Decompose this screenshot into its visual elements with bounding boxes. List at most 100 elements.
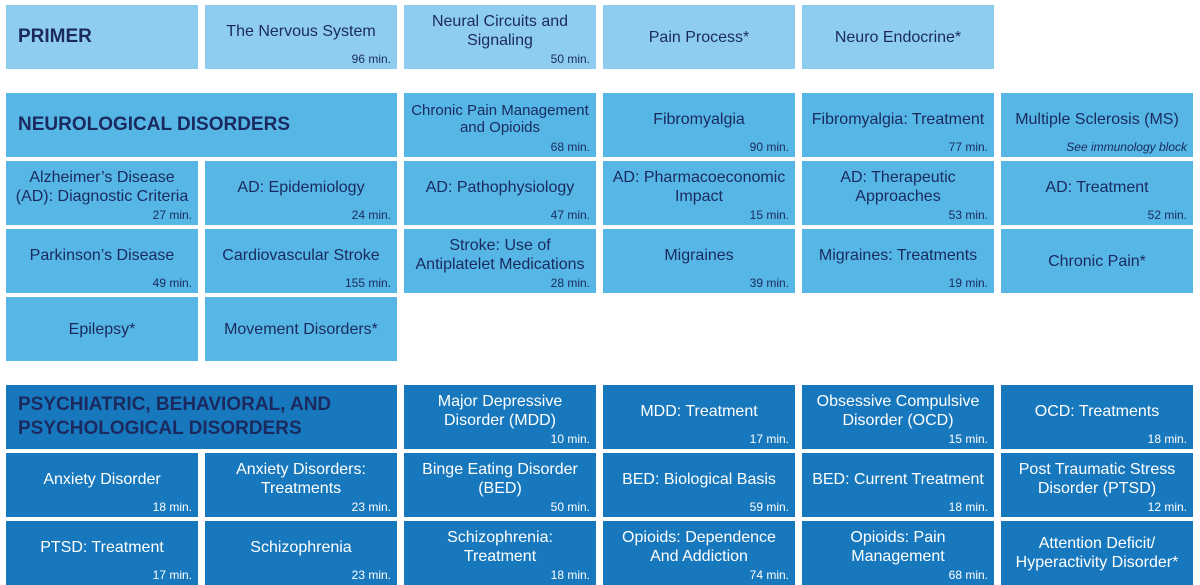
- course-title: Post Traumatic Stress Disorder (PTSD): [1018, 461, 1176, 497]
- course-tile[interactable]: Chronic Pain Management and Opioids 68 m…: [404, 93, 596, 157]
- course-tile[interactable]: Neural Circuits and Signaling 50 min.: [404, 5, 596, 69]
- course-tile[interactable]: Pain Process*: [603, 5, 795, 69]
- course-title: Schizophrenia: [250, 538, 352, 556]
- course-duration: 17 min.: [749, 432, 789, 446]
- course-tile[interactable]: AD: Epidemiology 24 min.: [205, 161, 397, 225]
- course-tile[interactable]: Chronic Pain*: [1001, 229, 1193, 293]
- course-tile[interactable]: Schizophrenia: Treatment 18 min.: [404, 521, 596, 585]
- course-tile[interactable]: Multiple Sclerosis (MS) See immunology b…: [1001, 93, 1193, 157]
- course-tile[interactable]: Obsessive Compulsive Disorder (OCD) 15 m…: [802, 385, 994, 449]
- course-title: Chronic Pain Management and Opioids: [411, 102, 589, 136]
- course-tile[interactable]: Schizophrenia 23 min.: [205, 521, 397, 585]
- course-tile[interactable]: Neuro Endocrine*: [802, 5, 994, 69]
- course-tile[interactable]: Post Traumatic Stress Disorder (PTSD) 12…: [1001, 453, 1193, 517]
- course-title: Cardiovascular Stroke: [222, 246, 380, 264]
- course-duration: 39 min.: [749, 276, 789, 290]
- course-duration: 68 min.: [550, 140, 590, 154]
- course-tile[interactable]: Anxiety Disorder 18 min.: [6, 453, 198, 517]
- course-tile[interactable]: Epilepsy*: [6, 297, 198, 361]
- section-header-psychiatric: PSYCHIATRIC, BEHAVIORAL, AND PSYCHOLOGIC…: [6, 385, 397, 449]
- course-tile[interactable]: Cardiovascular Stroke 155 min.: [205, 229, 397, 293]
- course-tile[interactable]: Stroke: Use of Antiplatelet Medications …: [404, 229, 596, 293]
- course-duration: 68 min.: [948, 568, 988, 582]
- course-tile[interactable]: OCD: Treatments 18 min.: [1001, 385, 1193, 449]
- course-duration: 53 min.: [948, 208, 988, 222]
- course-title: Anxiety Disorders: Treatments: [236, 461, 366, 497]
- course-tile[interactable]: MDD: Treatment 17 min.: [603, 385, 795, 449]
- course-duration: 50 min.: [550, 500, 590, 514]
- course-title: Fibromyalgia: [653, 110, 745, 128]
- course-duration: 24 min.: [351, 208, 391, 222]
- course-title: AD: Epidemiology: [237, 178, 365, 196]
- course-title: Anxiety Disorder: [43, 470, 161, 488]
- course-tile[interactable]: PTSD: Treatment 17 min.: [6, 521, 198, 585]
- course-duration: 49 min.: [152, 276, 192, 290]
- course-tile[interactable]: BED: Biological Basis 59 min.: [603, 453, 795, 517]
- course-duration: 18 min.: [1147, 432, 1187, 446]
- course-title: The Nervous System: [226, 22, 376, 40]
- course-tile[interactable]: AD: Pharmacoeconomic Impact 15 min.: [603, 161, 795, 225]
- course-title: Schizophrenia: Treatment: [447, 529, 553, 565]
- course-title: OCD: Treatments: [1034, 402, 1160, 420]
- course-title: Epilepsy*: [68, 320, 136, 338]
- course-title: Parkinson’s Disease: [29, 246, 175, 264]
- course-tile[interactable]: AD: Pathophysiology 47 min.: [404, 161, 596, 225]
- course-duration: 15 min.: [948, 432, 988, 446]
- course-duration: 12 min.: [1147, 500, 1187, 514]
- course-title: Binge Eating Disorder (BED): [422, 461, 578, 497]
- course-title: Migraines: Treatments: [818, 246, 978, 264]
- course-duration: 18 min.: [152, 500, 192, 514]
- course-title: Fibromyalgia: Treatment: [811, 110, 985, 128]
- course-duration: See immunology block: [1066, 140, 1187, 154]
- course-tile[interactable]: The Nervous System 96 min.: [205, 5, 397, 69]
- course-duration: 19 min.: [948, 276, 988, 290]
- course-duration: 90 min.: [749, 140, 789, 154]
- course-title: Major Depressive Disorder (MDD): [437, 393, 563, 429]
- course-tile[interactable]: Fibromyalgia 90 min.: [603, 93, 795, 157]
- course-duration: 27 min.: [152, 208, 192, 222]
- course-tile[interactable]: Migraines 39 min.: [603, 229, 795, 293]
- course-title: Alzheimer’s Disease (AD): Diagnostic Cri…: [15, 169, 189, 205]
- course-title: Multiple Sclerosis (MS): [1015, 110, 1179, 128]
- course-duration: 155 min.: [344, 276, 391, 290]
- course-tile[interactable]: Migraines: Treatments 19 min.: [802, 229, 994, 293]
- course-tile[interactable]: Attention Deficit/ Hyperactivity Disorde…: [1001, 521, 1193, 585]
- course-duration: 59 min.: [749, 500, 789, 514]
- course-title: Neuro Endocrine*: [834, 28, 962, 46]
- course-title: Stroke: Use of Antiplatelet Medications: [415, 237, 585, 273]
- course-title: Obsessive Compulsive Disorder (OCD): [816, 393, 980, 429]
- course-tile[interactable]: AD: Therapeutic Approaches 53 min.: [802, 161, 994, 225]
- course-title: Neural Circuits and Signaling: [431, 13, 569, 49]
- course-duration: 10 min.: [550, 432, 590, 446]
- section-header-primer: PRIMER: [6, 5, 198, 69]
- course-duration: 52 min.: [1147, 208, 1187, 222]
- course-tile[interactable]: AD: Treatment 52 min.: [1001, 161, 1193, 225]
- course-duration: 28 min.: [550, 276, 590, 290]
- course-duration: 47 min.: [550, 208, 590, 222]
- course-duration: 18 min.: [948, 500, 988, 514]
- course-tile[interactable]: Opioids: Pain Management 68 min.: [802, 521, 994, 585]
- course-tile[interactable]: Parkinson’s Disease 49 min.: [6, 229, 198, 293]
- course-title: AD: Pharmacoeconomic Impact: [612, 169, 786, 205]
- course-tile[interactable]: Movement Disorders*: [205, 297, 397, 361]
- course-title: Movement Disorders*: [224, 320, 378, 338]
- course-tile[interactable]: BED: Current Treatment 18 min.: [802, 453, 994, 517]
- course-tile[interactable]: Major Depressive Disorder (MDD) 10 min.: [404, 385, 596, 449]
- course-title: Migraines: [664, 246, 734, 264]
- course-duration: 17 min.: [152, 568, 192, 582]
- course-duration: 18 min.: [550, 568, 590, 582]
- course-duration: 23 min.: [351, 500, 391, 514]
- course-tile[interactable]: Alzheimer’s Disease (AD): Diagnostic Cri…: [6, 161, 198, 225]
- course-tile[interactable]: Anxiety Disorders: Treatments 23 min.: [205, 453, 397, 517]
- section-header-neurological: NEUROLOGICAL DISORDERS: [6, 93, 397, 157]
- course-duration: 23 min.: [351, 568, 391, 582]
- course-tile[interactable]: Binge Eating Disorder (BED) 50 min.: [404, 453, 596, 517]
- course-title: AD: Therapeutic Approaches: [840, 169, 956, 205]
- section-title: PRIMER: [18, 26, 92, 47]
- course-title: Attention Deficit/ Hyperactivity Disorde…: [1015, 535, 1179, 571]
- course-tile[interactable]: Opioids: Dependence And Addiction 74 min…: [603, 521, 795, 585]
- course-title: PTSD: Treatment: [40, 538, 164, 556]
- course-tile[interactable]: Fibromyalgia: Treatment 77 min.: [802, 93, 994, 157]
- course-duration: 74 min.: [749, 568, 789, 582]
- course-title: AD: Pathophysiology: [425, 178, 575, 196]
